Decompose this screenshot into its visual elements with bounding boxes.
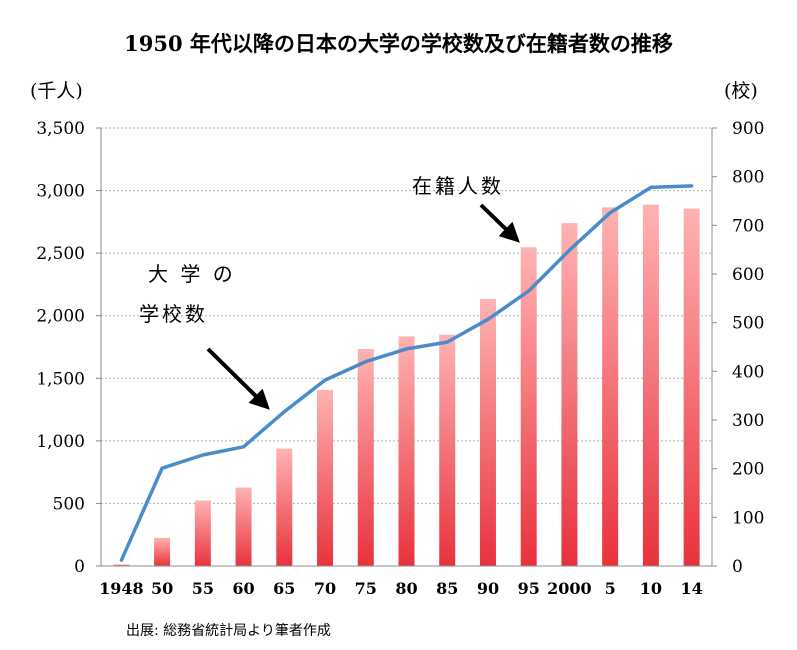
x-tick-label: 50 xyxy=(151,579,173,598)
x-tick-label: 1948 xyxy=(99,579,144,598)
left-tick-label: 1,500 xyxy=(36,369,85,389)
right-tick-label: 200 xyxy=(732,460,764,480)
bar xyxy=(154,537,171,566)
students-arrow xyxy=(479,203,520,243)
schools-annotation-line2: 学校数 xyxy=(139,302,208,326)
source-note: 出展: 総務省統計局より筆者作成 xyxy=(126,623,331,639)
x-tick-label: 10 xyxy=(640,579,662,598)
left-tick-label: 3,000 xyxy=(36,182,85,202)
x-tick-label: 14 xyxy=(681,579,703,598)
bar xyxy=(520,247,537,566)
x-tick-label: 75 xyxy=(355,579,377,598)
right-tick-label: 500 xyxy=(732,314,764,334)
right-tick-label: 400 xyxy=(732,362,764,382)
bar xyxy=(602,207,619,566)
bar xyxy=(113,564,130,566)
x-tick-label: 85 xyxy=(436,579,458,598)
bar xyxy=(398,336,415,566)
schools-arrow xyxy=(206,347,270,410)
right-tick-label: 300 xyxy=(732,411,764,431)
right-tick-label: 900 xyxy=(732,119,764,139)
left-tick-label: 3,500 xyxy=(36,119,85,139)
schools-line xyxy=(119,184,694,562)
left-tick-label: 2,500 xyxy=(36,244,85,264)
bar xyxy=(235,487,252,566)
bar xyxy=(439,334,456,566)
bar xyxy=(276,448,293,566)
x-tick-label: 95 xyxy=(518,579,540,598)
left-tick-label: 2,000 xyxy=(36,307,85,327)
x-tick-label: 65 xyxy=(273,579,295,598)
bar xyxy=(317,389,334,566)
x-tick-label: 60 xyxy=(232,579,254,598)
x-tick-label: 2000 xyxy=(547,579,592,598)
bar xyxy=(479,299,496,566)
bar xyxy=(357,349,374,566)
right-tick-label: 600 xyxy=(732,265,764,285)
bar xyxy=(683,208,700,567)
schools-annotation-line1: 大 学 の xyxy=(148,262,236,286)
left-tick-label: 0 xyxy=(74,557,85,577)
right-tick-label: 100 xyxy=(732,508,764,528)
bar xyxy=(561,223,578,566)
bar xyxy=(194,500,211,566)
right-tick-label: 800 xyxy=(732,168,764,188)
bar xyxy=(642,204,659,566)
left-tick-label: 500 xyxy=(53,494,85,514)
chart-title: 1950 年代以降の日本の大学の学校数及び在籍者数の推移 xyxy=(124,31,673,56)
right-axis-unit: (校) xyxy=(724,80,758,102)
x-tick-label: 5 xyxy=(605,579,616,598)
left-axis-unit: (千人) xyxy=(30,80,83,102)
x-tick-label: 55 xyxy=(192,579,214,598)
x-tick-label: 80 xyxy=(395,579,417,598)
x-tick-label: 70 xyxy=(314,579,336,598)
left-tick-label: 1,000 xyxy=(36,432,85,452)
right-tick-label: 0 xyxy=(732,557,743,577)
x-tick-label: 90 xyxy=(477,579,499,598)
right-tick-label: 700 xyxy=(732,216,764,236)
students-annotation: 在籍人数 xyxy=(412,174,504,198)
